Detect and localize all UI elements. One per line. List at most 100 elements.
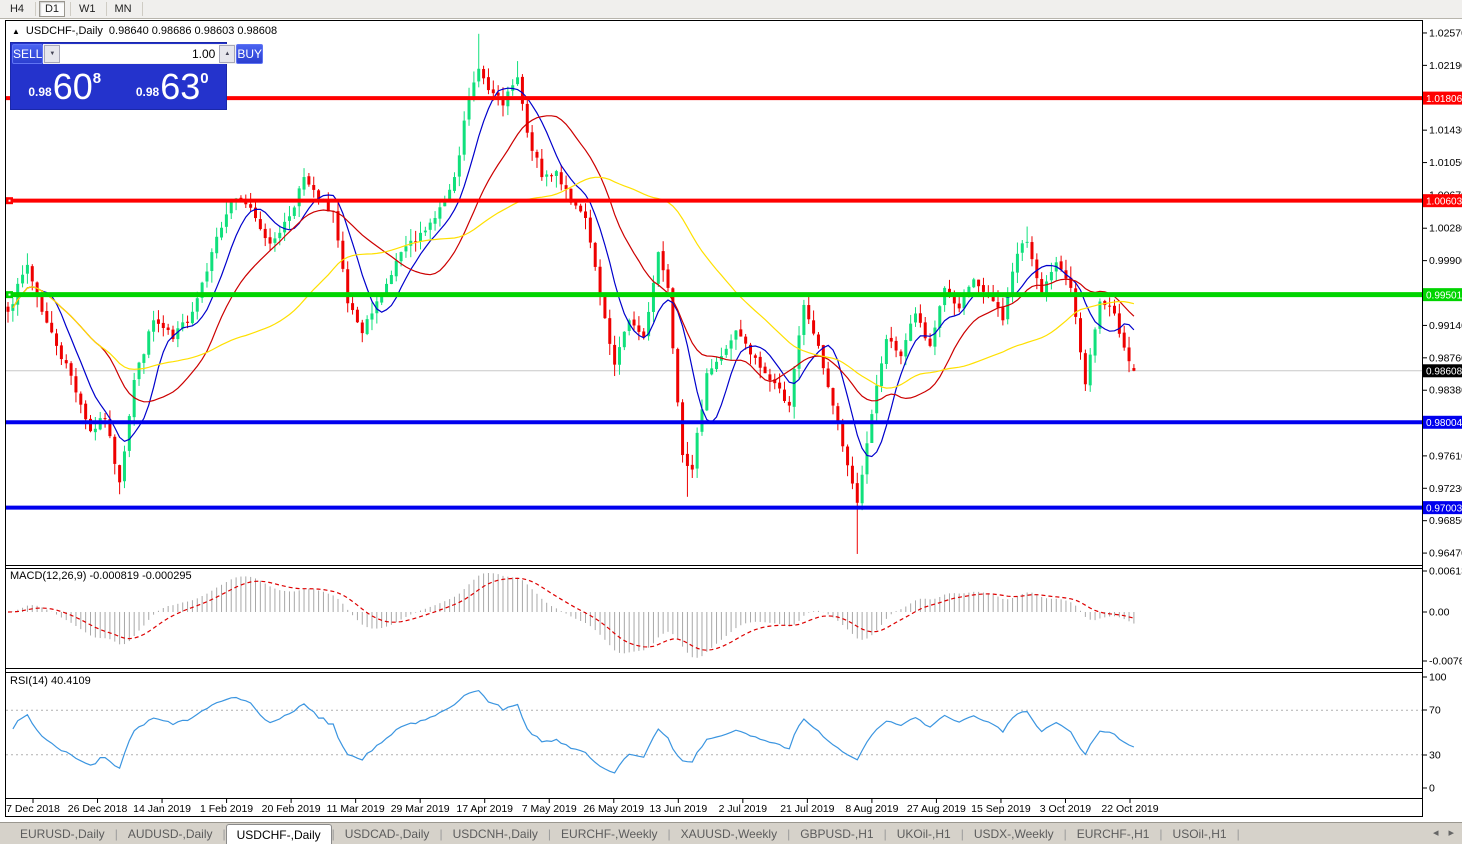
toolbar-separator	[70, 2, 71, 16]
date-label: 3 Oct 2019	[1040, 803, 1092, 815]
date-label: 27 Aug 2019	[907, 803, 966, 815]
date-label: 14 Jan 2019	[133, 803, 191, 815]
price-tag-1.01806	[1423, 91, 1462, 105]
sell-price-prefix: 0.98	[28, 85, 52, 99]
tab-separator: |	[222, 826, 226, 841]
ma-line-20	[12, 115, 1135, 403]
timeframe-d1[interactable]: D1	[39, 1, 65, 17]
rsi-indicator-label: RSI(14) 40.4109	[10, 675, 91, 687]
buy-price-sup: 0	[200, 69, 209, 87]
price-tick-label: 1.01050	[1429, 157, 1462, 169]
date-label: 15 Sep 2019	[971, 803, 1031, 815]
tab-eurusd-daily[interactable]: EURUSD-,Daily	[20, 826, 105, 841]
date-label: 21 Jul 2019	[780, 803, 834, 815]
ma-line-8	[12, 87, 1135, 458]
volume-increase-button[interactable]: ▲	[219, 45, 236, 63]
timeframe-w1[interactable]: W1	[79, 3, 96, 15]
buy-button[interactable]: BUY	[236, 44, 264, 64]
macd-axis-label: -0.007612	[1429, 656, 1462, 668]
date-label: 29 Mar 2019	[391, 803, 450, 815]
chart-tabbar: EURUSD-,Daily | AUDUSD-,Daily | USDCHF-,Dail…	[0, 822, 1462, 844]
tab-scroll-right-icon[interactable]: ▸	[1448, 827, 1454, 839]
rsi-axis-label: 30	[1429, 750, 1441, 762]
price-tag-0.98004	[1423, 415, 1462, 429]
price-tag-label: 0.98004	[1426, 418, 1462, 429]
toolbar-separator	[141, 2, 143, 16]
tab-navigation: ◂ ▸	[1433, 826, 1454, 839]
tab-ukoil-h1[interactable]: UKOil-,H1	[896, 826, 951, 841]
ma-line-45	[12, 176, 1135, 389]
sell-price-main: 60	[52, 66, 93, 107]
tab-separator: |	[1159, 826, 1163, 841]
chart-ohlc-values: 0.98640 0.98686 0.98603 0.98608	[108, 25, 278, 37]
timeframe-mn[interactable]: MN	[114, 3, 132, 15]
timeframe-h4[interactable]: H4	[9, 3, 25, 15]
tab-usdcad-daily[interactable]: USDCAD-,Daily	[344, 826, 430, 841]
tab-separator: |	[1236, 826, 1240, 841]
toolbar-separator	[35, 2, 36, 16]
date-label: 2 Jul 2019	[719, 803, 768, 815]
macd-axis-label: 0.00613	[1429, 566, 1462, 578]
tab-eurchf-h1[interactable]: EURCHF-,H1	[1076, 826, 1150, 841]
tab-separator: |	[883, 826, 887, 841]
price-tag-label: 1.01806	[1426, 94, 1462, 105]
sell-button[interactable]: SELL	[12, 44, 44, 64]
rsi-axis-label: 0	[1429, 783, 1435, 795]
tab-separator: |	[1063, 826, 1067, 841]
toolbar-separator	[105, 2, 107, 16]
tab-usoil-h1[interactable]: USOil-,H1	[1172, 826, 1227, 841]
tab-separator: |	[331, 826, 335, 841]
triangle-down-icon: ▼	[49, 51, 56, 57]
timeframe-toolbar: H4 D1 W1 MN	[0, 0, 1462, 19]
chart-symbol-label: USDCHF-,Daily	[25, 25, 103, 37]
date-label: 22 Oct 2019	[1101, 803, 1158, 815]
tab-xauusd-weekly[interactable]: XAUUSD-,Weekly	[680, 826, 778, 841]
date-label: 20 Feb 2019	[262, 803, 321, 815]
price-tick-label: 1.01430	[1429, 125, 1462, 137]
tab-eurchf-weekly[interactable]: EURCHF-,Weekly	[561, 826, 658, 841]
volume-decrease-button[interactable]: ▼	[44, 45, 61, 63]
price-tag-label: 0.99501	[1426, 290, 1462, 301]
sell-price-display[interactable]: 0.98 60 8	[12, 65, 118, 109]
price-tag-1.00603	[1423, 194, 1462, 208]
tab-usdx-weekly[interactable]: USDX-,Weekly	[973, 826, 1054, 841]
price-tag-label: 1.00603	[1426, 196, 1462, 207]
date-label: 7 Dec 2018	[6, 803, 60, 815]
volume-input[interactable]	[60, 45, 220, 63]
date-label: 26 Dec 2018	[68, 803, 128, 815]
tab-audusd-daily[interactable]: AUDUSD-,Daily	[127, 826, 213, 841]
price-tick-label: 0.96470	[1429, 548, 1462, 560]
tab-separator: |	[114, 826, 118, 841]
date-label: 1 Feb 2019	[200, 803, 253, 815]
rsi-axis-label: 100	[1429, 672, 1447, 684]
buy-price-main: 63	[160, 66, 201, 107]
price-tick-label: 1.02190	[1429, 60, 1462, 72]
tab-usdchf-daily[interactable]: USDCHF-,Daily	[225, 823, 332, 844]
tab-gbpusd-h1[interactable]: GBPUSD-,H1	[800, 826, 874, 841]
price-tag-0.98608	[1423, 364, 1462, 378]
buy-price-display[interactable]: 0.98 63 0	[119, 65, 225, 109]
tab-separator: |	[960, 826, 964, 841]
price-tag-label: 0.98608	[1426, 367, 1462, 378]
triangle-up-icon: ▲	[224, 51, 231, 57]
macd-signal-line	[7, 577, 1135, 651]
tab-separator: |	[547, 826, 552, 841]
buy-price-prefix: 0.98	[135, 85, 160, 99]
macd-indicator-label: MACD(12,26,9) -0.000819 -0.000295	[10, 570, 192, 582]
tab-scroll-left-icon[interactable]: ◂	[1432, 827, 1439, 839]
tab-separator: |	[667, 826, 671, 841]
price-tick-label: 1.02570	[1429, 27, 1462, 39]
line-drag-handle-dot	[8, 199, 11, 202]
collapse-icon[interactable]: ▲	[12, 26, 20, 36]
chart-window-frame	[5, 20, 1423, 817]
tab-usdcnh-daily[interactable]: USDCNH-,Daily	[452, 826, 538, 841]
volume-spinner: ▼ ▲	[43, 44, 237, 64]
